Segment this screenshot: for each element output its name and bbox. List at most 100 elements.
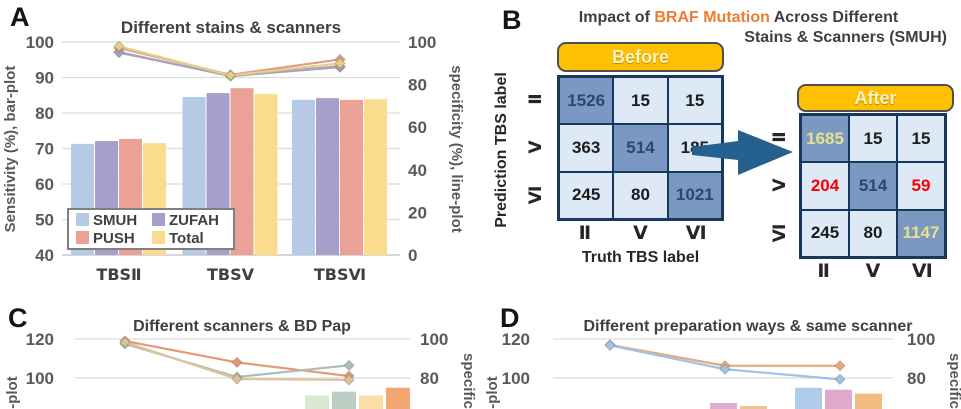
matrix-cell-after-r1c1: 514 bbox=[850, 163, 896, 209]
bar-PUSH-1 bbox=[230, 88, 254, 256]
bar-g0-1 bbox=[710, 402, 737, 409]
col-label: Ⅱ bbox=[817, 260, 830, 282]
chart-title: Different stains & scanners bbox=[121, 18, 341, 37]
left-axis-tick: 70 bbox=[35, 140, 54, 159]
left-axis-tick: 60 bbox=[35, 175, 54, 194]
panel-c-letter: C bbox=[8, 303, 28, 333]
left-axis-tick: 50 bbox=[35, 211, 54, 230]
marker-1-2 bbox=[343, 359, 355, 372]
panel-a-letter: A bbox=[10, 2, 30, 32]
legend-label-ZUFAH: ZUFAH bbox=[169, 212, 219, 229]
right-axis-label: specificity (%), line-plot bbox=[460, 353, 477, 409]
chart-title: Different preparation ways & same scanne… bbox=[583, 318, 912, 335]
legend-swatch-Total bbox=[152, 231, 165, 244]
marker-2-0 bbox=[119, 336, 131, 349]
right-axis-label: specificity (%), line-plot bbox=[448, 65, 465, 233]
panel-d-letter: D bbox=[500, 303, 520, 333]
bar-ZUFAH-2 bbox=[316, 98, 339, 255]
matrix-cell-before-r1c1: 514 bbox=[614, 125, 667, 171]
bar-g1-0 bbox=[795, 387, 822, 409]
matrix-cell-after-r2c2: 1147 bbox=[898, 210, 944, 256]
panel-b-title-highlight: BRAF Mutation bbox=[654, 9, 770, 26]
row-label: Ⅵ bbox=[770, 223, 790, 243]
left-axis-tick: 90 bbox=[35, 69, 54, 88]
right-axis-tick: 0 bbox=[408, 246, 417, 265]
left-axis-tick: 100 bbox=[26, 369, 54, 388]
legend-swatch-PUSH bbox=[76, 231, 89, 244]
row-label: Ⅴ bbox=[526, 140, 546, 154]
matrix-cell-after-r0c1: 15 bbox=[850, 116, 896, 162]
category-label: TBSⅥ bbox=[314, 265, 366, 284]
col-label: Ⅴ bbox=[865, 260, 881, 282]
bar-g1-2 bbox=[855, 393, 882, 409]
after-column-labels: Ⅱ Ⅴ Ⅵ bbox=[799, 260, 947, 284]
bar-Total-1 bbox=[254, 93, 278, 255]
before-confusion-matrix: 15261515363514185245801021 bbox=[557, 75, 724, 221]
left-axis-tick: 80 bbox=[35, 104, 54, 123]
col-label: Ⅵ bbox=[911, 260, 933, 282]
bar-SMUH-2 bbox=[292, 99, 315, 256]
category-label: TBSⅤ bbox=[207, 265, 255, 284]
marker-Total-0 bbox=[113, 40, 125, 52]
left-axis-tick: 40 bbox=[35, 246, 54, 265]
matrix-cell-after-r2c1: 80 bbox=[850, 210, 896, 256]
marker-0-2 bbox=[834, 360, 846, 372]
matrix-cell-before-r1c0: 363 bbox=[560, 125, 613, 171]
panel-b-title-prefix: Impact of bbox=[578, 9, 655, 26]
right-axis-tick: 80 bbox=[408, 76, 427, 95]
panel-b-letter: B bbox=[502, 5, 522, 35]
legend-swatch-SMUH bbox=[76, 213, 89, 226]
left-axis-tick: 100 bbox=[502, 369, 530, 388]
category-label: TBSⅡ bbox=[96, 265, 141, 284]
row-label: Ⅱ bbox=[770, 131, 790, 143]
row-label: Ⅵ bbox=[526, 185, 546, 205]
right-axis-tick: 20 bbox=[408, 203, 427, 222]
right-axis-tick: 80 bbox=[420, 369, 439, 388]
col-label: Ⅱ bbox=[578, 222, 592, 244]
row-label: Ⅴ bbox=[770, 178, 790, 192]
matrix-cell-before-r0c2: 15 bbox=[668, 78, 721, 124]
legend-swatch-ZUFAH bbox=[152, 213, 165, 226]
left-axis-tick: 120 bbox=[26, 330, 54, 349]
col-label: Ⅵ bbox=[685, 222, 707, 244]
matrix-cell-before-r2c0: 245 bbox=[560, 172, 613, 218]
before-column-labels: Ⅱ Ⅴ Ⅵ bbox=[557, 222, 724, 246]
matrix-cell-after-r0c2: 15 bbox=[898, 116, 944, 162]
panel-b-title-line2: Stains & Scanners (SMUH) bbox=[744, 29, 947, 46]
panel-a-chart: 100 90 80 70 60 50 40 100 80 60 40 20 0 Sensitivity (… bbox=[2, 18, 465, 284]
panel-d-chart: 120 100 100 80 Sensitivity (%), bar-plot spec… bbox=[484, 318, 961, 409]
matrix-cell-before-r2c1: 80 bbox=[614, 172, 667, 218]
matrix-cell-before-r0c1: 15 bbox=[614, 78, 667, 124]
panel-b-title: Impact of BRAF Mutation Across Different… bbox=[516, 8, 961, 48]
row-label: Ⅱ bbox=[526, 93, 546, 105]
right-axis-tick: 100 bbox=[420, 330, 448, 349]
bar-g0-0 bbox=[305, 395, 329, 409]
marker-1-0 bbox=[604, 339, 616, 352]
right-axis-tick: 100 bbox=[408, 33, 436, 52]
left-axis-label: Sensitivity (%), bar-plot bbox=[2, 66, 19, 233]
bar-g0-3 bbox=[386, 387, 410, 409]
arrow-icon bbox=[692, 130, 793, 175]
marker-2-1 bbox=[231, 373, 243, 385]
left-axis-label: Sensitivity (%), bar-plot bbox=[4, 376, 21, 409]
marker-2-2 bbox=[343, 374, 355, 386]
marker-Total-1 bbox=[224, 69, 237, 82]
right-axis-tick: 80 bbox=[907, 369, 926, 388]
matrix-cell-after-r2c0: 245 bbox=[802, 210, 848, 256]
left-axis-label: Sensitivity (%), bar-plot bbox=[484, 376, 501, 409]
bar-g0-1 bbox=[332, 391, 356, 409]
truth-axis-label: Truth TBS label bbox=[581, 249, 700, 266]
bar-g0-2 bbox=[740, 406, 767, 409]
matrix-cell-after-r1c0: 204 bbox=[802, 163, 848, 209]
marker-0-1 bbox=[231, 356, 243, 369]
bar-g1-1 bbox=[825, 389, 852, 409]
panel-c-chart: 120 100 100 80 Sensitivity (%), bar-plot spec… bbox=[4, 318, 477, 409]
prediction-axis-label: Prediction TBS label bbox=[493, 72, 510, 228]
right-axis-tick: 60 bbox=[408, 118, 427, 137]
col-label: Ⅴ bbox=[633, 222, 648, 244]
matrix-cell-after-r0c0: 1685 bbox=[802, 116, 848, 162]
chart-title: Different scanners & BD Pap bbox=[133, 318, 351, 335]
legend-label-SMUH: SMUH bbox=[93, 212, 137, 229]
legend-label-PUSH: PUSH bbox=[93, 230, 135, 247]
right-axis-label: specificity (%), line-plot bbox=[946, 353, 961, 409]
